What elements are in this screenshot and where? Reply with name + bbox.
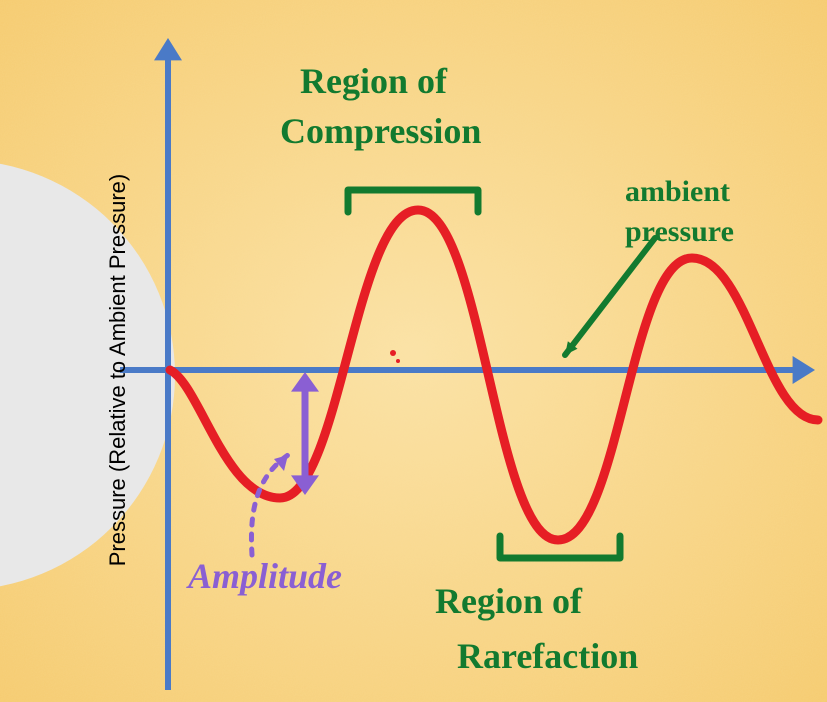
y-axis-label: Pressure (Relative to Ambient Pressure) — [105, 174, 131, 567]
diagram-canvas: Pressure (Relative to Ambient Pressure) … — [0, 0, 827, 702]
